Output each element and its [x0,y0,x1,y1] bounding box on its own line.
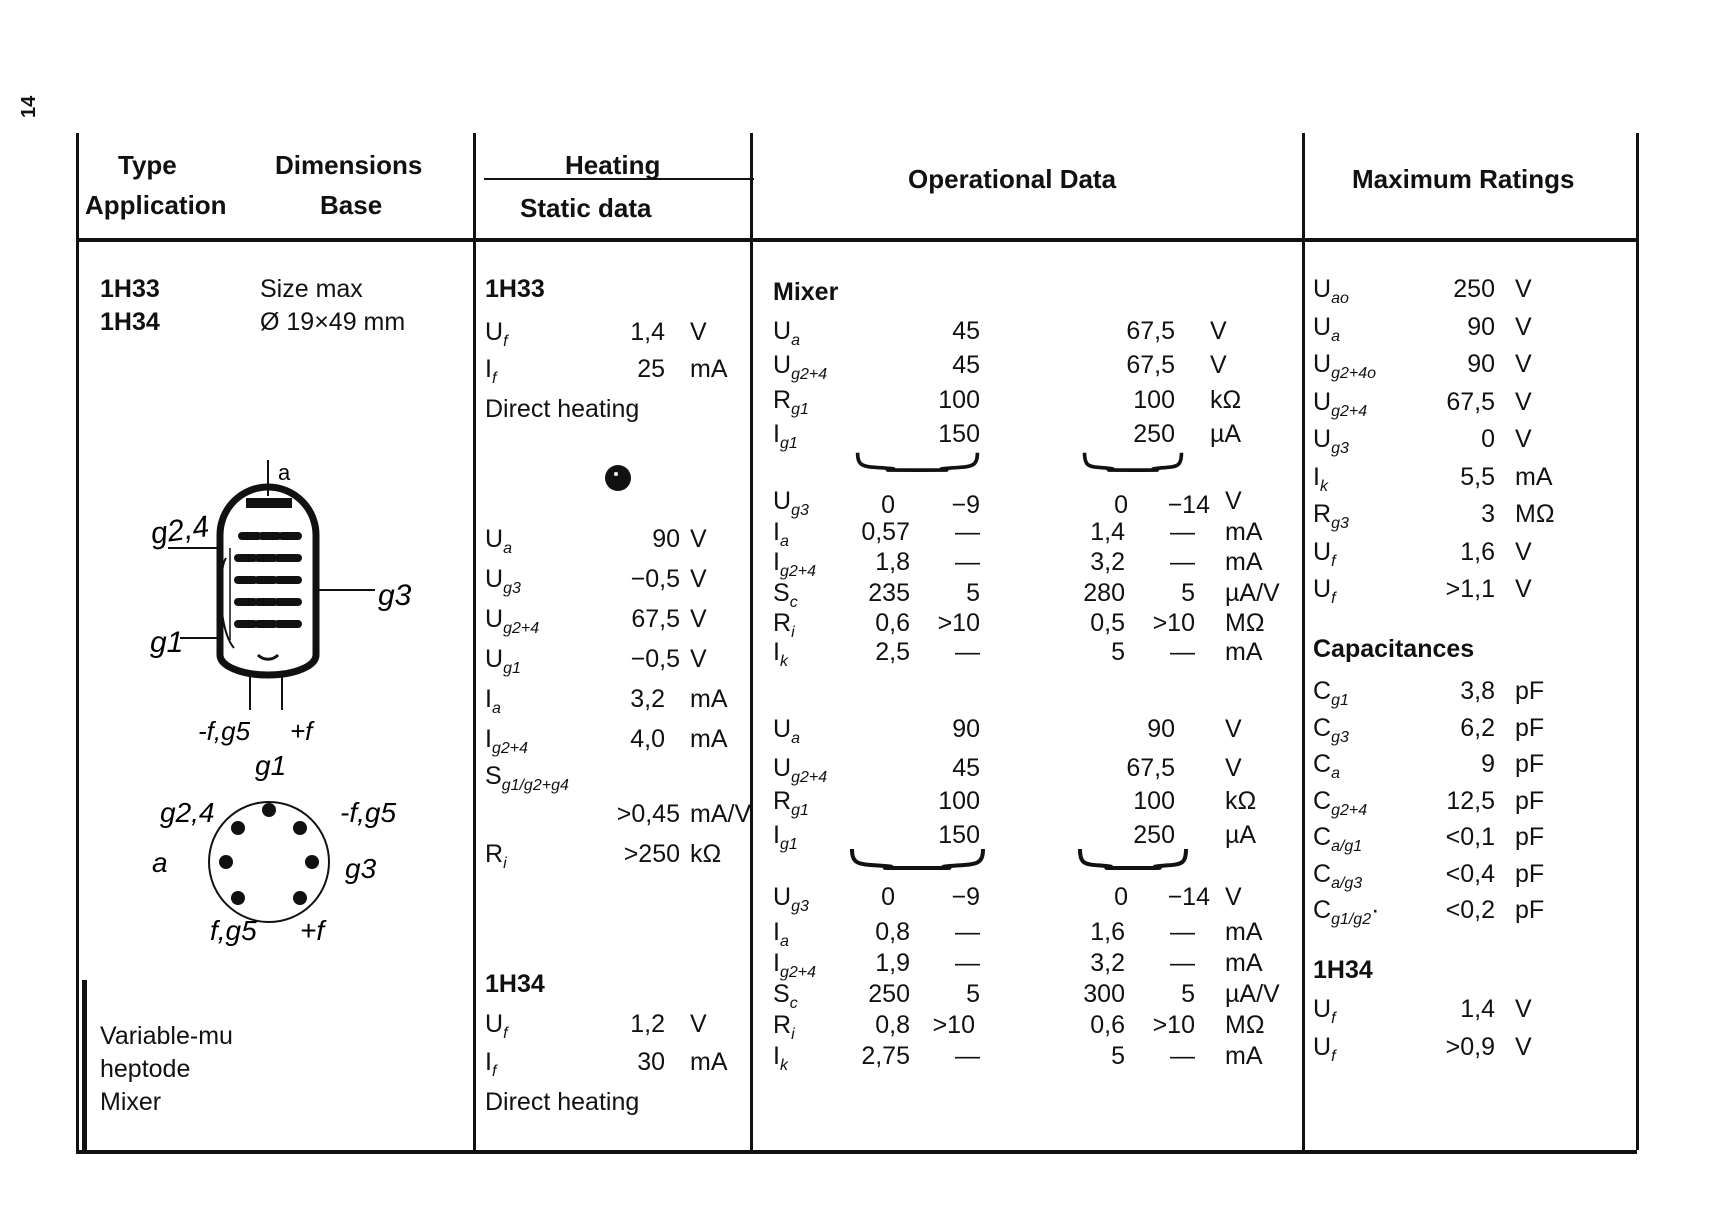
svg-text:a: a [152,847,168,878]
svg-text:g1: g1 [150,626,183,659]
svg-text:g2,4: g2,4 [150,510,211,551]
svg-text:-f,g5: -f,g5 [198,716,251,746]
svg-text:g3: g3 [378,579,412,612]
svg-text:a: a [278,460,291,485]
svg-text:g3: g3 [345,853,377,884]
svg-text:-f,g5: -f,g5 [340,797,396,828]
svg-text:g1: g1 [255,750,286,781]
svg-text:+f: +f [300,915,327,946]
svg-text:g2,4: g2,4 [160,797,215,828]
svg-text:f,g5: f,g5 [210,915,257,946]
svg-text:+f: +f [290,716,315,746]
